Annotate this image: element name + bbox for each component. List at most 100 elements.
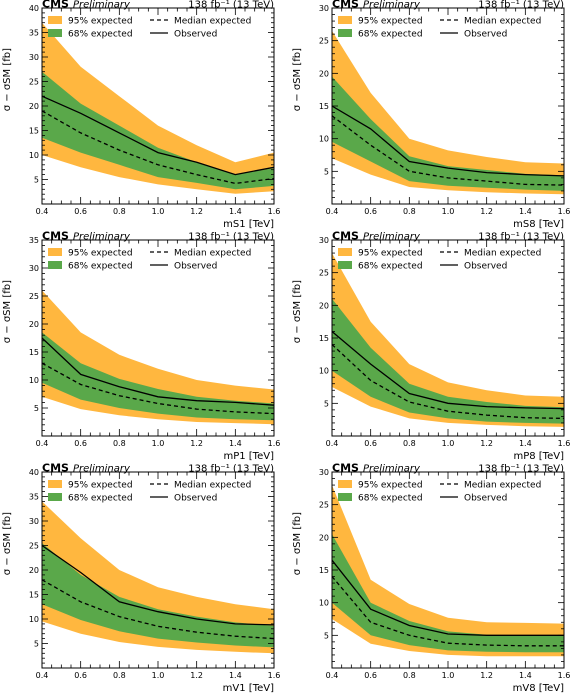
legend-swatch-68 [48,29,62,37]
preliminary-label: Preliminary [73,0,131,11]
y-tick-label: 15 [29,591,39,600]
y-tick-label: 30 [29,517,39,526]
x-tick-label: 0.4 [326,439,339,448]
y-tick-label: 15 [319,566,329,575]
x-tick-label: 1.6 [558,439,571,448]
legend-swatch-95 [338,16,352,24]
legend-label-68: 68% expected [68,494,133,504]
legend-swatch-95 [338,248,352,256]
preliminary-label: Preliminary [363,464,421,475]
plot-area [332,30,564,195]
y-tick-label: 10 [29,376,39,385]
x-tick-label: 1.4 [229,671,242,680]
y-tick-label: 20 [29,566,39,575]
x-tick-label: 0.4 [36,439,49,448]
x-tick-label: 1.0 [152,207,165,216]
x-tick-label: 1.4 [229,207,242,216]
luminosity-label: 138 fb⁻¹ (13 TeV) [478,464,564,475]
x-tick-label: 1.0 [152,439,165,448]
y-axis-label: σ − σSM [fb] [292,48,303,111]
x-tick-label: 0.8 [113,207,126,216]
band-68-expected [332,298,564,424]
legend-label-median: Median expected [174,249,251,259]
legend-swatch-95 [338,480,352,488]
preliminary-label: Preliminary [363,232,421,243]
legend-label-median: Median expected [174,17,251,27]
x-tick-label: 1.4 [519,671,532,680]
band-68-expected [42,71,274,190]
x-tick-label: 1.0 [152,671,165,680]
median-expected-line [332,344,564,420]
x-tick-label: 1.2 [480,671,493,680]
x-axis-label: mV1 [TeV] [223,683,274,694]
x-axis-label: mS1 [TeV] [223,219,274,230]
band-68-expected [42,332,274,421]
y-tick-label: 15 [29,127,39,136]
luminosity-label: 138 fb⁻¹ (13 TeV) [478,0,564,11]
legend-label-observed: Observed [174,30,217,40]
legend-label-observed: Observed [174,262,217,272]
x-axis-label: mS8 [TeV] [513,219,564,230]
chart-panel-6: 5 10 15 20 25 30 0.4 0.6 0.8 1.0 1.2 1.4 1.6 mV8 [TeV… [292,462,571,695]
x-tick-label: 1.4 [519,439,532,448]
y-tick-label: 20 [319,301,329,310]
legend-swatch-95 [48,480,62,488]
y-axis-label: σ − σSM [fb] [292,280,303,343]
x-tick-label: 0.6 [74,439,87,448]
x-tick-label: 0.8 [113,439,126,448]
y-tick-label: 5 [324,631,329,640]
y-tick-label: 10 [319,367,329,376]
legend-label-68: 68% expected [358,30,423,40]
x-tick-label: 0.6 [364,439,377,448]
preliminary-label: Preliminary [73,232,131,243]
median-expected-line [42,362,274,415]
y-tick-label: 15 [29,348,39,357]
plot-area [332,485,564,657]
luminosity-label: 138 fb⁻¹ (13 TeV) [188,0,274,11]
luminosity-label: 138 fb⁻¹ (13 TeV) [478,232,564,243]
legend-label-68: 68% expected [358,494,423,504]
y-tick-label: 25 [29,292,39,301]
y-tick-label: 20 [319,69,329,78]
x-tick-label: 1.2 [190,207,203,216]
legend-label-median: Median expected [174,481,251,491]
median-expected-line [42,579,274,640]
y-tick-label: 25 [319,269,329,278]
y-tick-label: 35 [29,236,39,245]
cms-label: CMS [42,230,69,243]
y-tick-label: 5 [34,640,39,649]
chart-panel-4: 5 10 15 20 25 30 0.4 0.6 0.8 1.0 1.2 1.4 1.6 mP8 [TeV… [292,230,571,463]
chart-panel-3: 5 10 15 20 25 30 35 0.4 0.6 0.8 1.0 1.2 1.4 1.6 mP1 [T… [2,230,280,463]
luminosity-label: 138 fb⁻¹ (13 TeV) [188,464,274,475]
y-axis-label: σ − σSM [fb] [2,48,13,111]
x-tick-label: 1.0 [442,671,455,680]
y-tick-label: 30 [319,468,329,477]
legend-label-95: 95% expected [68,481,133,491]
cms-label: CMS [42,462,69,475]
y-tick-label: 20 [319,533,329,542]
legend-label-observed: Observed [174,494,217,504]
observed-line [332,331,564,410]
y-tick-label: 40 [29,468,39,477]
cms-label: CMS [332,230,359,243]
legend-swatch-68 [338,261,352,269]
observed-line [332,105,564,177]
x-tick-label: 0.6 [364,671,377,680]
cms-label: CMS [42,0,69,11]
x-tick-label: 1.2 [190,671,203,680]
x-tick-label: 1.2 [480,207,493,216]
x-tick-label: 1.6 [558,671,571,680]
x-tick-label: 1.4 [519,207,532,216]
y-tick-label: 20 [29,102,39,111]
observed-line [42,544,274,626]
legend-label-median: Median expected [464,249,541,259]
x-tick-label: 1.2 [480,439,493,448]
y-tick-label: 30 [319,236,329,245]
preliminary-label: Preliminary [73,464,131,475]
y-tick-label: 5 [324,399,329,408]
y-tick-label: 10 [319,599,329,608]
luminosity-label: 138 fb⁻¹ (13 TeV) [188,232,274,243]
y-tick-label: 40 [29,4,39,13]
x-tick-label: 1.4 [229,439,242,448]
legend-swatch-95 [48,16,62,24]
